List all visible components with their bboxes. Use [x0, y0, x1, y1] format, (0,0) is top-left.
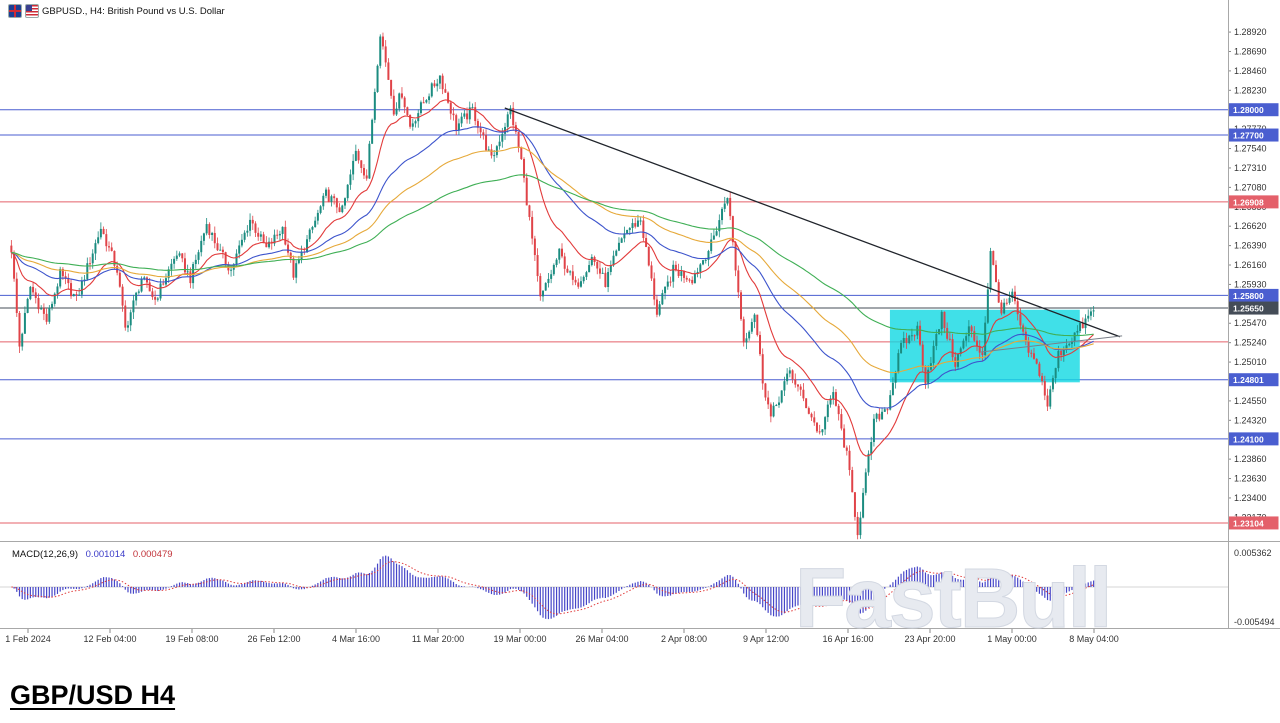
us-flag-icon: [25, 4, 39, 18]
price-tick-label: 1.23630: [1234, 474, 1267, 484]
time-tick-label: 19 Feb 08:00: [165, 634, 218, 644]
time-tick-label: 9 Apr 12:00: [743, 634, 789, 644]
price-badge-label: 1.23104: [1233, 518, 1264, 528]
time-tick-label: 8 May 04:00: [1069, 634, 1119, 644]
time-tick-label: 2 Apr 08:00: [661, 634, 707, 644]
time-tick-label: 11 Mar 20:00: [412, 634, 464, 644]
macd-signal-value: 0.000479: [132, 549, 173, 560]
price-badge: [1228, 288, 1279, 302]
price-chart-canvas[interactable]: 1.28920 1.28690 1.28460 1.28230 1.28000 1.277…: [0, 0, 1280, 648]
price-tick-label: 1.27540: [1234, 144, 1267, 154]
price-tick-label: 1.25930: [1234, 279, 1267, 289]
price-badge-label: 1.25650: [1233, 304, 1264, 314]
time-axis: 1 Feb 2024 12 Feb 04:00 19 Feb 08:00 26 Feb…: [5, 629, 1119, 644]
price-badge-label: 1.25800: [1233, 291, 1264, 301]
chart-header: GBPUSD., H4: British Pound vs U.S. Dolla…: [8, 4, 225, 18]
ma-slowest-green: [11, 174, 1094, 337]
price-tick-label: 1.23400: [1234, 493, 1267, 503]
price-badge-label: 1.26908: [1233, 197, 1264, 207]
macd-axis-label: 0.005362: [1234, 548, 1272, 558]
time-tick-label: 4 Mar 16:00: [332, 634, 380, 644]
time-tick-label: 1 Feb 2024: [5, 634, 51, 644]
price-tick-label: 1.25470: [1234, 318, 1267, 328]
price-tick-label: 1.27080: [1234, 182, 1267, 192]
price-tick-label: 1.26620: [1234, 221, 1267, 231]
time-tick-label: 23 Apr 20:00: [904, 634, 955, 644]
page-title: GBP/USD H4: [10, 680, 176, 710]
macd-name: MACD(12,26,9): [12, 549, 78, 560]
price-tick-label: 1.28690: [1234, 46, 1267, 56]
horizontal-levels: [0, 109, 1228, 524]
price-badge-label: 1.27700: [1233, 131, 1264, 141]
candles: [10, 32, 1095, 540]
ma-medium-blue: [11, 126, 1094, 409]
time-tick-label: 1 May 00:00: [987, 634, 1037, 644]
price-badge: [1228, 516, 1279, 530]
price-tick-label: 1.28230: [1234, 85, 1267, 95]
price-tick-label: 1.28920: [1234, 27, 1267, 37]
ma-slow-orange: [11, 146, 1094, 374]
time-tick-label: 26 Feb 12:00: [247, 634, 300, 644]
trendline-1: [504, 107, 1121, 338]
price-badge-label: 1.24100: [1233, 434, 1264, 444]
price-badge: [1228, 128, 1279, 142]
price-tick-label: 1.25010: [1234, 357, 1267, 367]
price-tick-label: 1.25240: [1234, 338, 1267, 348]
symbol-label: GBPUSD., H4: British Pound vs U.S. Dolla…: [42, 5, 225, 17]
price-badge: [1228, 301, 1279, 315]
price-tick-label: 1.23860: [1234, 454, 1267, 464]
macd-signal-line: [11, 560, 1094, 615]
price-tick-label: 1.24320: [1234, 415, 1267, 425]
price-tick-label: 1.28460: [1234, 66, 1267, 76]
price-badge: [1228, 432, 1279, 446]
time-tick-label: 19 Mar 00:00: [493, 634, 546, 644]
price-badge: [1228, 195, 1279, 209]
time-tick-label: 12 Feb 04:00: [83, 634, 136, 644]
price-tick-label: 1.26160: [1234, 260, 1267, 270]
macd-axis-label: -0.005494: [1234, 617, 1275, 627]
macd-indicator-label: MACD(12,26,9) 0.001014 0.000479: [12, 549, 173, 560]
time-tick-label: 16 Apr 16:00: [822, 634, 873, 644]
trendline-2: [981, 335, 1123, 353]
price-axis: 1.28920 1.28690 1.28460 1.28230 1.28000 1.277…: [1228, 27, 1279, 530]
price-tick-label: 1.26390: [1234, 241, 1267, 251]
price-badge-label: 1.24801: [1233, 375, 1264, 385]
time-tick-label: 26 Mar 04:00: [575, 634, 628, 644]
price-badge: [1228, 373, 1279, 387]
price-badge: [1228, 103, 1279, 117]
price-tick-label: 1.27310: [1234, 163, 1267, 173]
price-tick-label: 1.24550: [1234, 396, 1267, 406]
ma-fast-red: [11, 99, 1094, 457]
macd-main-value: 0.001014: [85, 549, 126, 560]
uk-flag-icon: [8, 4, 22, 18]
price-badge-label: 1.28000: [1233, 105, 1264, 115]
